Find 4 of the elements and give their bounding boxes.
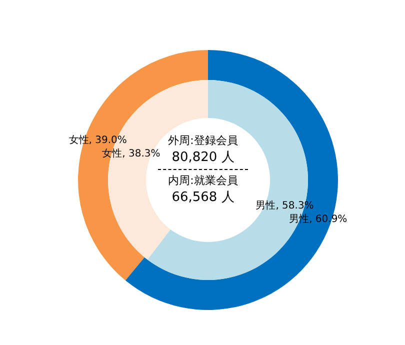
text: 外周:登録会員 [167,133,239,148]
text: 内周:就業会員 [167,173,239,188]
text: 66,568 人 [172,190,234,205]
text: 80,820 人 [172,150,234,165]
